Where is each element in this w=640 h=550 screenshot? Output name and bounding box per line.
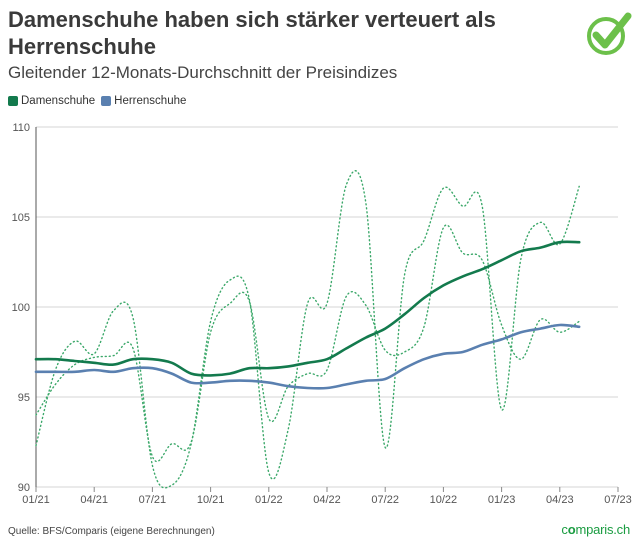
series-line-damenschuhe — [34, 240, 581, 377]
x-tick-label: 01/23 — [488, 494, 516, 506]
brand-c: c — [561, 522, 568, 537]
legend-label-herrenschuhe: Herrenschuhe — [114, 95, 187, 107]
y-tick-label: 90 — [18, 482, 30, 494]
brand-rest: mparis.ch — [575, 522, 630, 537]
x-tick-label: 01/22 — [255, 494, 283, 506]
checkmark-circle-icon — [587, 12, 632, 55]
x-tick-label: 07/23 — [604, 494, 632, 506]
chart-subtitle: Gleitender 12-Monats-Durchschnitt der Pr… — [8, 63, 398, 82]
brand-o: o — [567, 522, 576, 537]
legend-item-herrenschuhe[interactable]: Herrenschuhe — [101, 95, 186, 107]
legend-label-damenschuhe: Damenschuhe — [21, 95, 96, 107]
x-tick-label: 04/21 — [80, 494, 108, 506]
x-tick-label: 07/21 — [139, 494, 167, 506]
legend-swatch-herrenschuhe — [101, 96, 112, 106]
legend-item-damenschuhe[interactable]: Damenschuhe — [8, 95, 95, 107]
x-tick-label: 07/22 — [371, 494, 399, 506]
series-line-damenschuhe-monatlich — [35, 170, 580, 489]
series-line-herrenschuhe-monatlich — [35, 224, 580, 463]
x-tick-label: 04/22 — [313, 494, 341, 506]
y-tick-label: 105 — [12, 212, 30, 224]
x-tick-label: 01/21 — [22, 494, 50, 506]
x-tick-label: 10/21 — [197, 494, 225, 506]
source-note: Quelle: BFS/Comparis (eigene Berechnunge… — [8, 526, 215, 537]
series-line-herrenschuhe — [34, 323, 581, 390]
y-tick-label: 95 — [18, 392, 30, 404]
chart-title: Damenschuhe haben sich stärker verteuert… — [8, 7, 496, 59]
y-tick-label: 100 — [12, 302, 30, 314]
legend-swatch-damenschuhe — [8, 96, 18, 106]
x-tick-label: 04/23 — [546, 494, 574, 506]
y-tick-label: 110 — [12, 122, 30, 134]
legend: Damenschuhe Herrenschuhe — [8, 95, 186, 107]
x-tick-label: 10/22 — [430, 494, 458, 506]
comparis-logo: comparis.ch — [561, 522, 630, 537]
